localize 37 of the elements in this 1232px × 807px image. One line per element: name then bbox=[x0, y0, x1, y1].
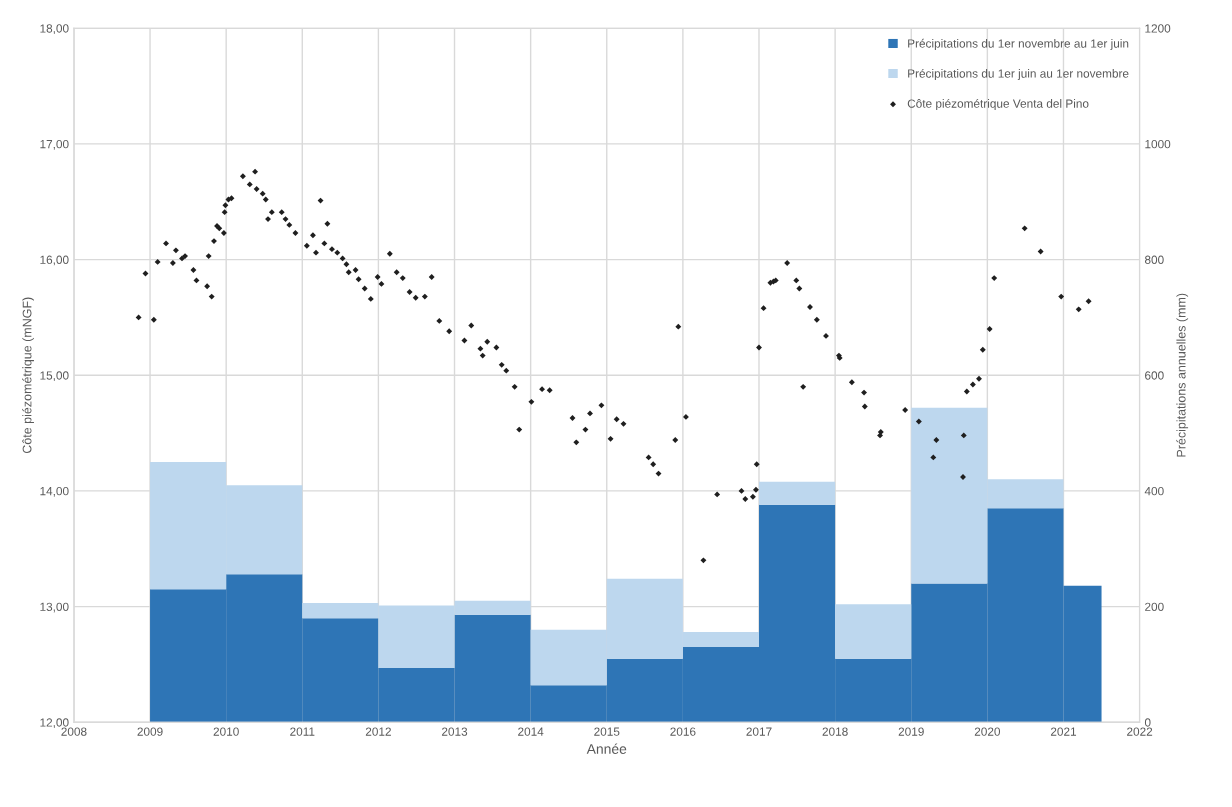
y-tick-label: 13,00 bbox=[40, 602, 69, 613]
x-tick-label: 2021 bbox=[1050, 727, 1077, 736]
y2-tick-label: 1200 bbox=[1145, 24, 1171, 33]
y2-axis-title: Précipitations annuelles (mm) bbox=[1176, 293, 1189, 457]
y-tick-label: 17,00 bbox=[40, 139, 69, 150]
x-tick-label: 2020 bbox=[974, 727, 1001, 736]
legend-label: Côte piézométrique Venta del Pino bbox=[907, 98, 1089, 111]
y-axis-title: Côte piézométrique (mNGF) bbox=[22, 297, 34, 454]
x-tick-label: 2013 bbox=[441, 727, 468, 736]
x-tick-label: 2015 bbox=[594, 727, 620, 736]
y-tick-label: 14,00 bbox=[40, 486, 69, 497]
x-tick-label: 2009 bbox=[137, 727, 163, 736]
y-tick-label: 16,00 bbox=[40, 255, 69, 266]
x-tick-label: 2008 bbox=[61, 727, 87, 736]
y2-tick-label: 400 bbox=[1144, 486, 1164, 496]
x-tick-label: 2022 bbox=[1127, 727, 1153, 736]
x-tick-label: 2010 bbox=[213, 727, 239, 736]
x-tick-label: 2019 bbox=[898, 727, 924, 736]
legend-label: Précipitations du 1er novembre au 1er juin bbox=[908, 38, 1129, 51]
y2-tick-label: 1000 bbox=[1145, 139, 1171, 149]
y-tick-label: 18,00 bbox=[40, 24, 69, 35]
bar bbox=[835, 604, 912, 659]
y2-tick-label: 0 bbox=[1144, 718, 1151, 727]
x-tick-label: 2011 bbox=[290, 727, 315, 736]
x-axis-title: Année bbox=[586, 743, 627, 754]
y-tick-label: 15,00 bbox=[40, 371, 69, 382]
x-tick-label: 2017 bbox=[746, 727, 772, 736]
y-tick-label: 12,00 bbox=[40, 718, 69, 729]
y2-tick-label: 600 bbox=[1145, 371, 1164, 380]
x-tick-label: 2016 bbox=[670, 727, 696, 736]
legend-label: Précipitations du 1er juin au 1er novembre bbox=[908, 68, 1129, 81]
x-tick-label: 2014 bbox=[518, 727, 544, 736]
y2-tick-label: 200 bbox=[1145, 602, 1164, 611]
x-tick-label: 2018 bbox=[822, 727, 848, 736]
y2-tick-label: 800 bbox=[1144, 255, 1164, 264]
bar bbox=[759, 481, 836, 505]
x-tick-label: 2012 bbox=[365, 727, 391, 736]
